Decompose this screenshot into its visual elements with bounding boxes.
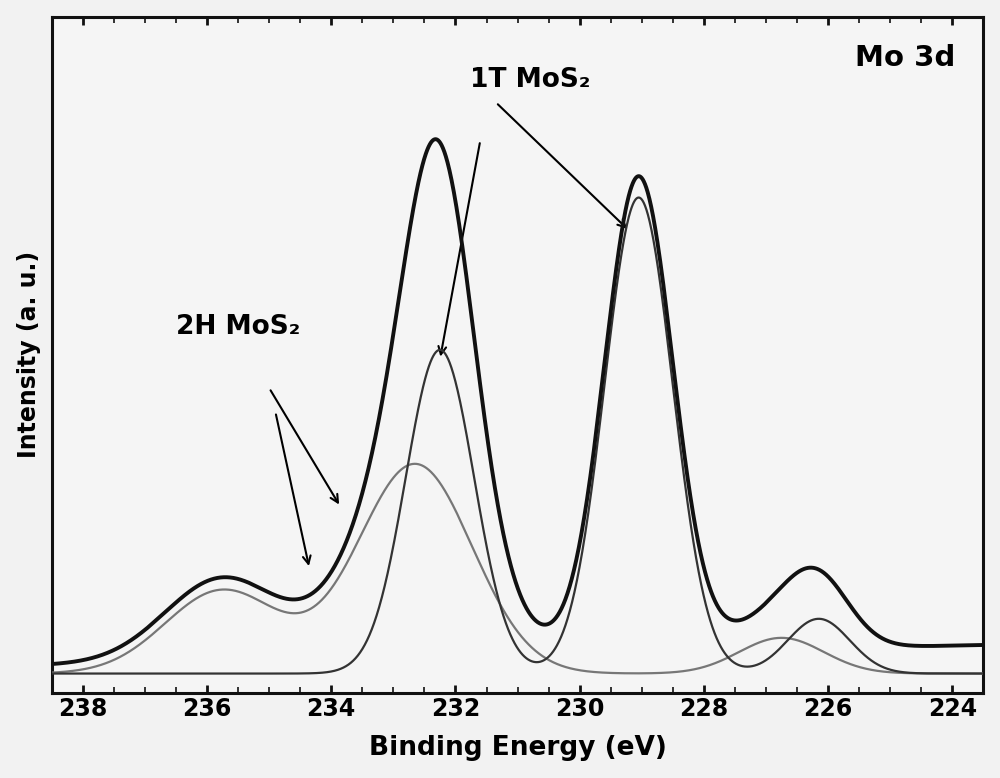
- Text: 2H MoS₂: 2H MoS₂: [176, 314, 300, 340]
- Y-axis label: Intensity (a. u.): Intensity (a. u.): [17, 251, 41, 458]
- Text: Mo 3d: Mo 3d: [855, 44, 955, 72]
- X-axis label: Binding Energy (eV): Binding Energy (eV): [369, 735, 666, 762]
- Text: 1T MoS₂: 1T MoS₂: [470, 67, 590, 93]
